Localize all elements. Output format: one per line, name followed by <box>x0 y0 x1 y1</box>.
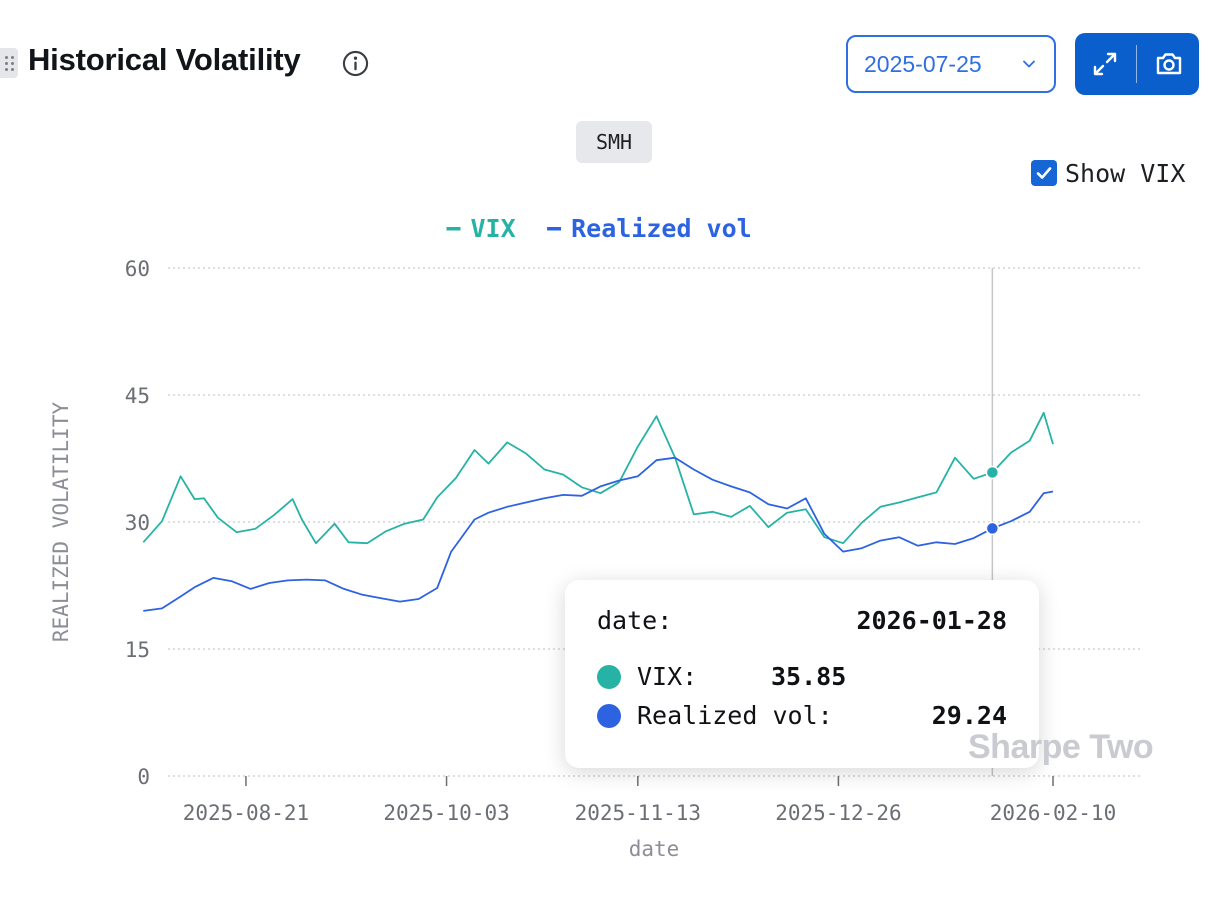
tooltip-date-label: date: <box>597 606 673 635</box>
show-vix-label: Show VIX <box>1065 158 1186 188</box>
hover-point-realized-vol <box>985 521 1000 536</box>
y-tick-label: 45 <box>125 384 150 408</box>
legend-swatch <box>547 227 562 231</box>
check-icon <box>1036 167 1052 179</box>
tooltip-realized-label: Realized vol: <box>637 701 833 730</box>
page-title: Historical Volatility <box>28 42 301 77</box>
y-tick-label: 60 <box>125 257 150 281</box>
info-icon[interactable] <box>342 50 369 77</box>
show-vix-toggle[interactable]: Show VIX <box>1031 158 1185 188</box>
watermark: Sharpe Two <box>968 728 1154 766</box>
y-axis: 0 15 30 45 60 <box>125 257 150 789</box>
x-tick-label: 2025-11-13 <box>575 801 701 825</box>
date-select[interactable]: 2025-07-25 <box>846 35 1056 93</box>
tooltip-realized-marker <box>597 704 621 728</box>
chart-actions <box>1075 33 1199 95</box>
legend-item-realized-vol[interactable]: Realized vol <box>571 214 752 243</box>
y-tick-label: 0 <box>137 765 150 789</box>
x-tick-label: 2026-02-10 <box>990 801 1116 825</box>
x-axis: 2025-08-21 2025-10-03 2025-11-13 2025-12-26… <box>183 776 1116 825</box>
drag-handle-icon[interactable] <box>0 48 18 78</box>
tooltip-date-value: 2026-01-28 <box>856 606 1007 635</box>
date-select-value: 2025-07-25 <box>864 50 982 77</box>
expand-icon[interactable] <box>1087 46 1123 82</box>
legend-swatch <box>446 227 461 231</box>
chart-series <box>142 411 1054 612</box>
legend-item-vix[interactable]: VIX <box>471 214 516 243</box>
hover-points <box>985 465 1000 536</box>
y-tick-label: 30 <box>125 511 150 535</box>
x-tick-label: 2025-10-03 <box>383 801 509 825</box>
show-vix-checkbox[interactable] <box>1031 160 1057 186</box>
chart-legend[interactable]: VIX Realized vol <box>446 214 752 243</box>
button-divider <box>1136 45 1137 83</box>
chart-tooltip: date: 2026-01-28 VIX: 35.85 Realized vol… <box>565 580 1039 768</box>
x-tick-label: 2025-12-26 <box>775 801 901 825</box>
tooltip-vix-value: 35.85 <box>771 662 847 691</box>
camera-icon[interactable] <box>1151 46 1187 82</box>
hover-point-vix <box>985 465 1000 480</box>
x-tick-label: 2025-08-21 <box>183 801 309 825</box>
tooltip-realized-value: 29.24 <box>931 701 1007 730</box>
tooltip-vix-label: VIX: <box>637 662 698 691</box>
tooltip-vix-marker <box>597 665 621 689</box>
y-tick-label: 15 <box>125 638 150 662</box>
x-axis-label: date <box>629 837 680 861</box>
series-line-vix <box>142 411 1054 545</box>
chevron-down-icon <box>1023 60 1035 68</box>
y-axis-label: REALIZED VOLATILITY <box>49 402 73 643</box>
ticker-badge[interactable]: SMH <box>576 121 652 163</box>
series-line-realized-vol <box>143 456 1054 612</box>
